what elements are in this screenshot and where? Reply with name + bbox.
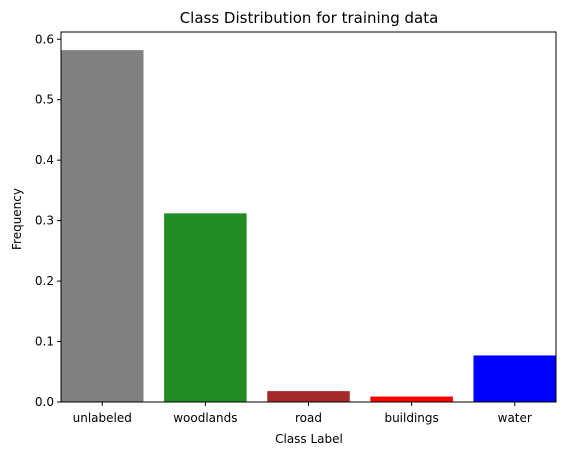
y-tick-label: 0.3 (35, 214, 54, 228)
chart-title: Class Distribution for training data (180, 9, 439, 27)
x-axis-ticks: unlabeled woodlands road buildings water (73, 402, 532, 425)
y-tick-label: 0.5 (35, 93, 54, 107)
y-tick-label: 0.2 (35, 274, 54, 288)
x-tick-label: buildings (384, 411, 438, 425)
x-tick-label: road (295, 411, 322, 425)
x-axis-label: Class Label (275, 432, 343, 446)
bar-water (473, 355, 556, 402)
y-tick-label: 0.0 (35, 395, 54, 409)
bar-unlabeled (61, 50, 144, 402)
plot-frame (60, 31, 557, 403)
y-axis-ticks: 0.0 0.1 0.2 0.3 0.4 0.5 0.6 (35, 32, 61, 409)
x-tick-label: unlabeled (73, 411, 132, 425)
x-tick-label: woodlands (173, 411, 237, 425)
y-axis-label: Frequency (10, 188, 24, 250)
bar-woodlands (164, 213, 247, 402)
bar-road (267, 391, 350, 402)
bar-buildings (370, 396, 453, 402)
x-tick-label: water (498, 411, 532, 425)
y-tick-label: 0.6 (35, 32, 54, 46)
y-tick-label: 0.4 (35, 153, 54, 167)
y-tick-label: 0.1 (35, 335, 54, 349)
bar-group (61, 50, 556, 402)
